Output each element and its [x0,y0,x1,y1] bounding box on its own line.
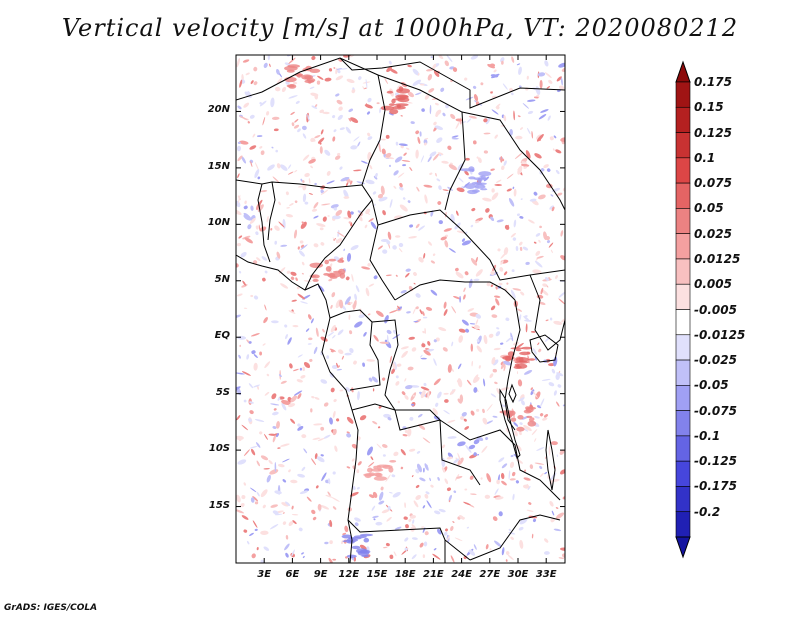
lake-malawi [545,429,556,491]
colorbar-swatch [675,460,691,487]
colorbar-label: -0.075 [694,403,737,418]
border-east [504,299,521,431]
lat-tick-label: 10S [208,443,230,455]
border-north-2 [339,57,565,109]
colorbar-swatch [675,359,691,386]
lon-tick-label: 33E [535,569,557,580]
lat-ticks [236,110,565,508]
lon-tick-label: 24E [451,569,472,580]
lon-tick-label: 3E [257,569,272,580]
lon-tick-label: 27E [479,569,501,580]
lon-tick-label: 21E [423,569,444,580]
lat-tick-label: EQ [214,330,230,342]
lat-tick-label: 15N [207,160,230,172]
lon-tick-label: 30E [507,569,529,580]
chart-title: Vertical velocity [m/s] at 1000hPa, VT: … [61,14,739,42]
lon-tick-label: 6E [285,569,300,580]
velocity-field [236,55,565,563]
colorbar-swatch [675,435,691,462]
coastline-west [236,254,359,563]
colorbar-label: -0.005 [694,302,737,317]
lon-ticks [263,55,547,563]
colorbar-swatch [675,106,691,133]
border-zambia [439,419,561,501]
border-namibia [444,514,561,563]
border-gabon [329,309,381,391]
border-sudan [461,111,565,211]
lon-tick-label: 9E [313,569,328,580]
map-frame [235,54,566,564]
colorbar-label: 0.15 [694,100,724,115]
colorbar-swatch [675,233,691,260]
colorbar-label: -0.1 [694,428,721,443]
colorbar-swatch [675,334,691,361]
colorbar-swatch [675,511,691,538]
lake-tanganyika [499,388,521,459]
colorbar-swatch [675,410,691,437]
lake-victoria [529,334,559,363]
lat-tick-label: 5S [215,386,230,398]
colorbar-label: -0.0125 [694,327,746,342]
lon-tick-label: 15E [366,569,388,580]
colorbar-swatch [675,157,691,184]
border-chad [361,74,396,301]
colorbar-label: 0.005 [694,277,732,292]
colorbar-swatch [675,385,691,411]
colorbar-label: 0.175 [694,75,732,89]
colorbar-label: -0.2 [694,504,721,519]
colorbar-label: -0.05 [694,378,729,393]
colorbar-label: 0.1 [694,150,716,165]
colorbar-label: 0.025 [694,226,732,241]
border-cameroon [304,199,373,291]
colorbar-label: -0.125 [694,454,737,469]
lat-tick-label: 15S [208,499,230,511]
lake-kivu [508,383,517,404]
colorbar-swatch [675,132,691,159]
colorbar-bottom-triangle [675,536,691,559]
colorbar-swatch [675,258,691,285]
map-panel [236,55,565,563]
colorbar-label: 0.125 [694,125,732,140]
colorbar-swatch [675,208,691,234]
footer-credit: GrADS: IGES/COLA [4,603,98,613]
border-angola-south [347,519,471,561]
border-sahel [236,179,363,189]
colorbar-top-triangle [675,60,691,83]
colorbar-label: -0.025 [694,353,737,368]
colorbar [675,60,691,559]
border-north-1 [236,57,466,211]
border-nigeria [257,181,276,263]
lon-tick-label: 18E [394,569,416,580]
country-borders [236,57,565,563]
colorbar-label: 0.0125 [694,251,741,266]
border-drc-north [394,279,516,301]
colorbar-label: 0.05 [694,201,724,216]
lat-tick-label: 20N [207,104,230,116]
lat-tick-label: 5N [214,273,230,285]
border-angola [351,403,481,486]
border-east-2 [529,274,565,351]
colorbar-swatch [675,182,691,209]
colorbar-label: 0.075 [694,176,732,191]
colorbar-swatch [675,283,691,310]
colorbar-swatch [675,309,691,336]
colorbar-swatch [675,81,691,108]
border-car [377,209,565,281]
lat-tick-label: 10N [207,217,230,229]
colorbar-swatch [675,486,691,513]
colorbar-label: -0.175 [694,479,737,494]
border-congo [371,319,441,421]
lon-tick-label: 12E [338,569,360,580]
